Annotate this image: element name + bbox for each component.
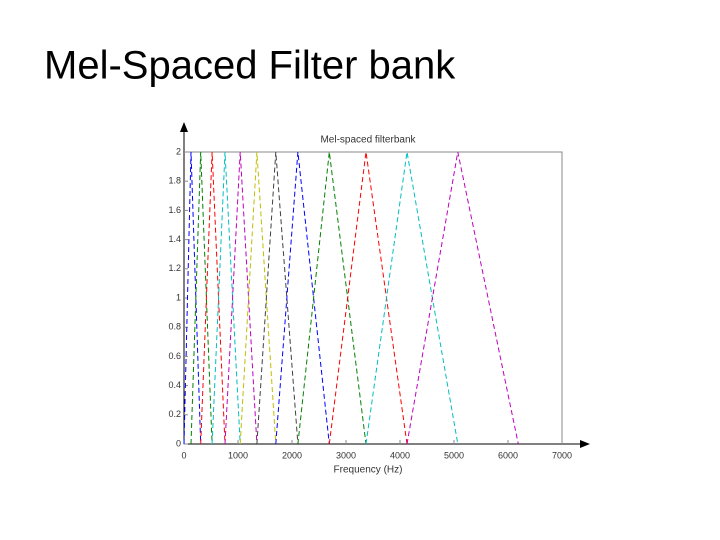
y-tick-label: 0.4 [168, 380, 181, 390]
y-tick-label: 0.2 [168, 409, 181, 419]
filter-line [256, 151, 299, 445]
filter-line [190, 151, 213, 445]
slide-title: Mel-Spaced Filter bank [44, 44, 456, 88]
x-axis-arrow [580, 440, 590, 448]
plot-frame [183, 151, 563, 445]
chart-title: Mel-spaced filterbank [320, 135, 416, 146]
filter-line [297, 151, 367, 445]
filter-line [275, 151, 330, 445]
x-tick-label: 5000 [444, 450, 464, 460]
y-tick-label: 1.4 [168, 234, 181, 244]
x-tick-label: 3000 [336, 450, 356, 460]
filter-line [239, 151, 277, 445]
x-tick-label: 1000 [228, 450, 248, 460]
filter-line [183, 151, 202, 445]
x-tick-label: 4000 [390, 450, 410, 460]
x-axis-label: Frequency (Hz) [334, 465, 403, 476]
y-tick-label: 0.6 [168, 351, 181, 361]
y-tick-label: 1.8 [168, 176, 181, 186]
filter-line [328, 151, 408, 445]
y-tick-label: 0.8 [168, 322, 181, 332]
x-tick-label: 6000 [498, 450, 518, 460]
y-tick-label: 1.2 [168, 263, 181, 273]
filter-line [365, 151, 459, 445]
filter-line [211, 151, 241, 445]
filter-line [200, 151, 226, 445]
x-tick-label: 7000 [552, 450, 572, 460]
y-tick-label: 0 [176, 438, 181, 448]
y-axis-arrow [180, 122, 188, 132]
filter-line [406, 151, 519, 445]
filter-line [224, 151, 258, 445]
x-tick-label: 0 [181, 450, 186, 460]
y-tick-label: 1 [176, 292, 181, 302]
x-tick-label: 2000 [282, 450, 302, 460]
y-tick-label: 1.6 [168, 205, 181, 215]
y-tick-label: 2 [176, 146, 181, 156]
